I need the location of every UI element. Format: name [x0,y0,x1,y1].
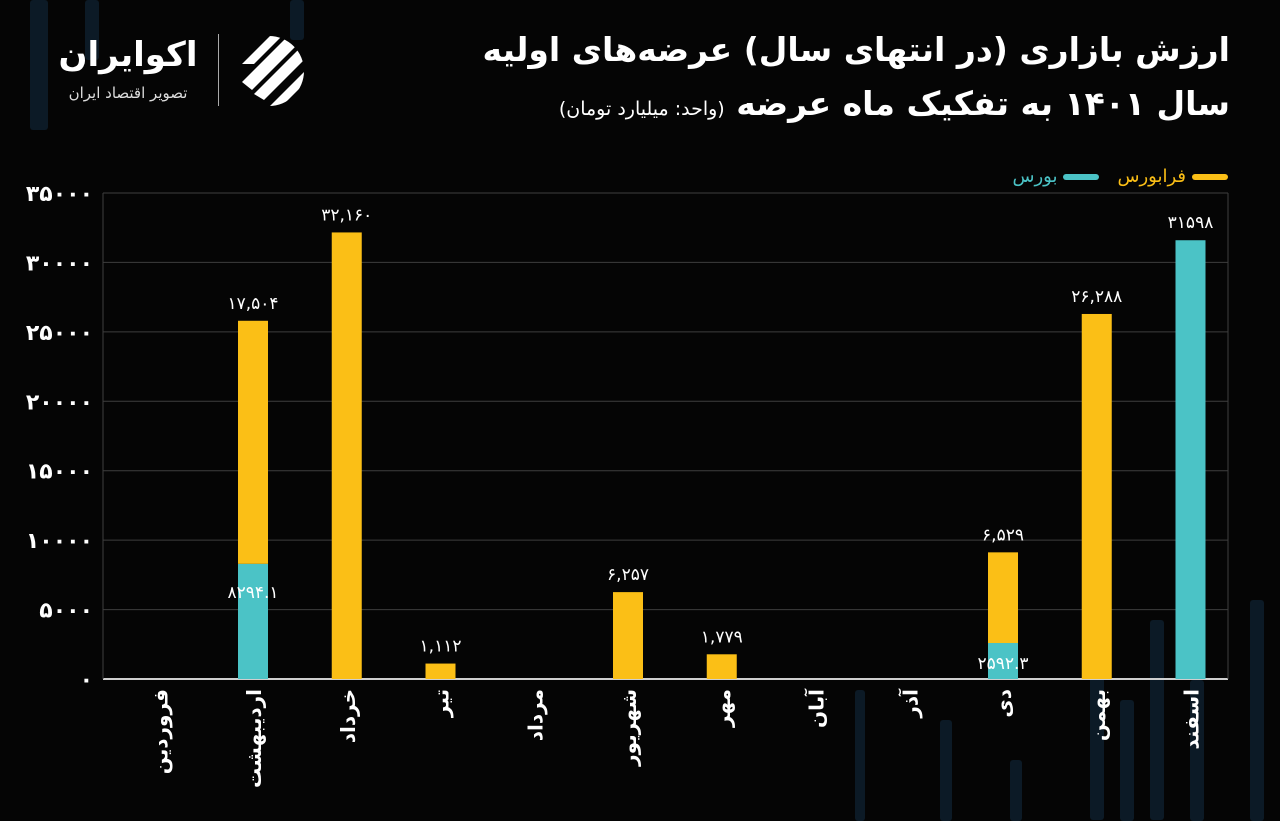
background-candle [85,0,99,60]
legend-item-farabourse: فرابورس [1117,166,1228,187]
logo-name: اکوایران [58,35,198,75]
chart-title: ارزش بازاری (در انتهای سال) عرضه‌های اول… [330,30,1230,123]
unit-label: (واحد: میلیارد تومان) [558,97,725,120]
data-label-bourse: ۸۲۹۴.۱ [227,583,278,603]
x-tick-label: بهمن [1086,689,1110,741]
y-tick-label: ۱۰۰۰۰ [26,529,93,554]
bar-farabourse [425,663,456,679]
y-tick-label: ۰ [80,668,93,693]
data-label-farabourse: ۱۷,۵۰۴ [227,294,278,314]
legend-label-bourse: بورس [1012,166,1058,187]
legend-item-bourse: بورس [1013,166,1100,187]
data-label-farabourse: ۲۶,۲۸۸ [1071,287,1122,307]
y-tick-label: ۲۵۰۰۰ [26,321,93,346]
logo: اکوایران تصویر اقتصاد ایران [48,34,318,114]
x-tick-label: دی [992,689,1016,718]
chart-title-line1: ارزش بازاری (در انتهای سال) عرضه‌های اول… [482,30,1230,69]
bar-farabourse [613,592,643,679]
background-candle [1150,620,1164,820]
x-tick-label: مرداد [523,689,547,741]
x-tick-label: فروردین [148,689,172,774]
x-tick-label: اردیبهشت [242,689,266,788]
data-label-farabourse: ۱,۱۱۲ [420,637,462,657]
background-candle [290,0,304,40]
data-label-farabourse: ۶,۲۵۷ [607,565,649,585]
background-candle [1010,760,1022,821]
data-label-farabourse: ۱,۷۷۹ [701,627,743,647]
x-tick-label: شهریور [617,689,641,767]
background-candle [1250,600,1264,821]
background-candle [855,690,865,821]
bar-bourse [988,643,1018,679]
data-label-farabourse: ۳۲,۱۶۰ [321,205,372,225]
chart-title-line2-text: سال ۱۴۰۱ به تفکیک ماه عرضه [736,83,1230,123]
background-candle [1090,640,1104,820]
y-tick-label: ۱۵۰۰۰ [26,460,93,485]
legend: فرابورس بورس [1013,166,1228,187]
background-candle [1190,680,1204,821]
data-label-farabourse: ۶,۵۲۹ [982,525,1024,545]
x-tick-label: آبان [804,688,829,728]
chart-title-line2: سال ۱۴۰۱ به تفکیک ماه عرضه (واحد: میلیار… [559,84,1230,124]
bar-farabourse [331,232,362,679]
legend-label-farabourse: فرابورس [1117,166,1186,187]
logo-tagline: تصویر اقتصاد ایران [68,84,188,102]
x-tick-label: مهر [711,689,735,728]
bar-farabourse [238,320,268,564]
x-tick-label: آذر [897,688,922,719]
bar-farabourse [1081,313,1112,679]
logo-stripes-icon [242,36,304,106]
bar-bourse [238,563,268,679]
bar-farabourse [706,654,737,679]
y-tick-label: ۲۰۰۰۰ [26,390,93,415]
x-tick-label: خرداد [336,689,360,743]
background-candle [30,0,48,130]
bar-bourse [1175,240,1206,679]
data-label-bourse: ۲۵۹۲.۳ [977,654,1028,674]
x-tick-label: اسفند [1180,689,1204,750]
background-candle [1120,700,1134,821]
logo-divider [218,34,219,106]
data-label-bourse: ۳۱۵۹۸ [1168,213,1214,233]
y-tick-label: ۳۵۰۰۰ [26,182,93,207]
bar-farabourse [988,552,1018,644]
x-tick-label: تیر [430,689,454,718]
legend-swatch-farabourse [1192,173,1228,180]
background-candle [940,720,952,821]
y-tick-label: ۳۰۰۰۰ [26,251,93,276]
y-tick-label: ۵۰۰۰ [39,599,93,624]
legend-swatch-bourse [1063,173,1100,180]
